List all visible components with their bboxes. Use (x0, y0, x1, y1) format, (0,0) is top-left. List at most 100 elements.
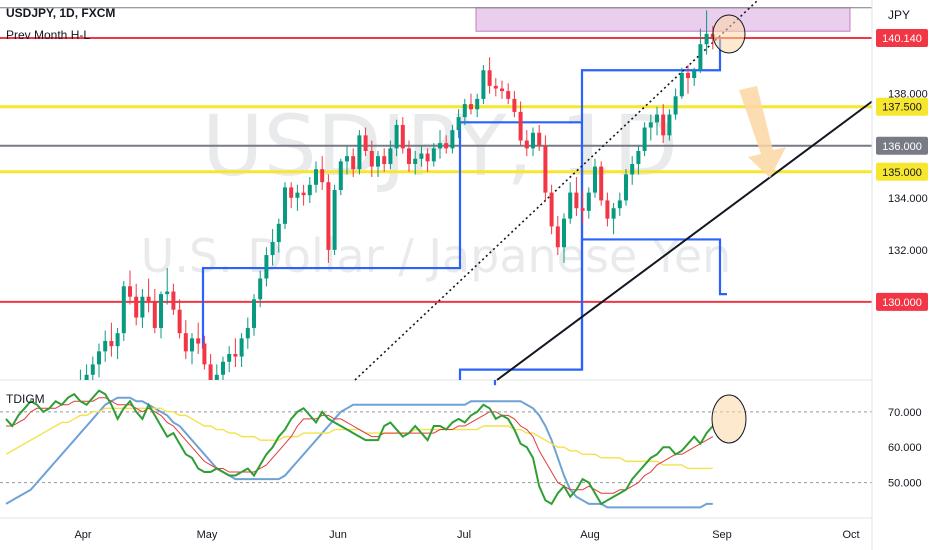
candle (419, 145, 424, 167)
price-tag[interactable] (876, 162, 928, 181)
candle-body (555, 226, 560, 248)
candle-body (704, 33, 709, 45)
candle-body (400, 124, 405, 149)
osc-series-line (5, 389, 714, 506)
watermark-description: U.S. Dollar / Japanese Yen (141, 229, 732, 283)
candle-body (469, 104, 473, 110)
candle-body (407, 148, 411, 164)
candle-body (165, 291, 170, 295)
candle-body (605, 200, 610, 219)
horizontal-levels[interactable] (0, 7, 872, 303)
candle (245, 317, 250, 349)
candle-body (41, 455, 45, 463)
candle-body (128, 286, 132, 297)
candle-body (531, 132, 535, 149)
candle (555, 216, 560, 256)
candle (332, 184, 337, 256)
candle-body (233, 353, 238, 357)
candle (196, 322, 201, 354)
month-tick-label[interactable]: Apr (74, 529, 91, 541)
candle (376, 150, 380, 177)
candle-body (295, 192, 300, 198)
candle-body (624, 174, 628, 201)
candle-body (214, 374, 219, 380)
symbol-title[interactable]: USDJPY, 1D, FXCM (6, 6, 116, 20)
month-tick-label[interactable]: May (197, 529, 218, 541)
month-tick-label[interactable]: Aug (580, 529, 600, 541)
price-tag[interactable] (876, 29, 928, 47)
candle (562, 213, 566, 263)
price-tag[interactable] (876, 292, 928, 311)
candle (270, 229, 275, 266)
price-axis[interactable]: 132.000 134.000 138.000 140.140 137.500 136.0… (871, 0, 932, 550)
candle (444, 135, 449, 154)
price-tag[interactable] (876, 136, 928, 155)
candle-body (202, 343, 207, 365)
trendlines[interactable] (354, 0, 873, 381)
candle-body (661, 114, 666, 136)
indicator-label[interactable]: Prev Month H-L (6, 28, 91, 42)
candle-body (29, 476, 33, 486)
candle-body (506, 91, 511, 99)
candle (469, 93, 473, 115)
price-tag-label: 135.000 (882, 167, 922, 179)
highlight-circle[interactable] (712, 14, 746, 54)
candle (568, 182, 573, 224)
oscillator-label[interactable]: TDIGM (6, 392, 45, 406)
candle-body (493, 85, 498, 89)
prev-month-hl-steps (201, 39, 727, 386)
candle (456, 109, 461, 138)
candle-body (239, 338, 244, 357)
annotations[interactable] (712, 14, 786, 178)
candle-body (97, 351, 101, 365)
dotted-trendline[interactable] (354, 0, 759, 381)
candle (326, 174, 331, 263)
candle (177, 299, 182, 339)
month-tick-label[interactable]: Jun (329, 529, 347, 541)
time-axis[interactable]: Apr May Jun Jul Aug Sep Oct (0, 517, 872, 541)
axis-background (872, 0, 932, 550)
candle-body (599, 166, 604, 201)
candle-body (667, 114, 672, 136)
candle-body (183, 333, 188, 352)
candle-body (425, 153, 430, 162)
candle-body (686, 72, 690, 79)
candle-body (23, 487, 27, 492)
month-tick-label[interactable]: Oct (842, 529, 859, 541)
candle (531, 127, 535, 157)
candle (208, 353, 213, 380)
candle (481, 65, 486, 105)
candle (605, 192, 610, 227)
candle (23, 476, 27, 502)
candle (400, 117, 405, 154)
candle (524, 130, 529, 157)
month-tick-label[interactable]: Sep (712, 529, 732, 541)
candle (549, 184, 554, 235)
month-tick-label[interactable]: Jul (457, 529, 471, 541)
candle-body (636, 150, 641, 164)
candle (388, 140, 393, 170)
candle (431, 143, 436, 167)
candle (47, 437, 51, 466)
candle-body (35, 463, 39, 476)
candle (394, 119, 399, 157)
candle (159, 291, 163, 339)
support-trendline[interactable] (496, 100, 873, 381)
price-tag[interactable] (876, 97, 928, 116)
candle (171, 283, 176, 315)
candle-body (617, 200, 622, 209)
candle (636, 145, 641, 175)
candle (655, 106, 659, 136)
candle (667, 109, 672, 141)
down-arrow[interactable] (739, 86, 786, 178)
candle (593, 158, 597, 198)
candle (183, 320, 188, 360)
candle-body (90, 364, 95, 375)
candle-body (152, 301, 157, 328)
candle (661, 104, 666, 144)
candle (537, 124, 542, 151)
candle-body (419, 153, 424, 159)
osc-series-line (5, 407, 713, 470)
candle-body (190, 338, 194, 352)
